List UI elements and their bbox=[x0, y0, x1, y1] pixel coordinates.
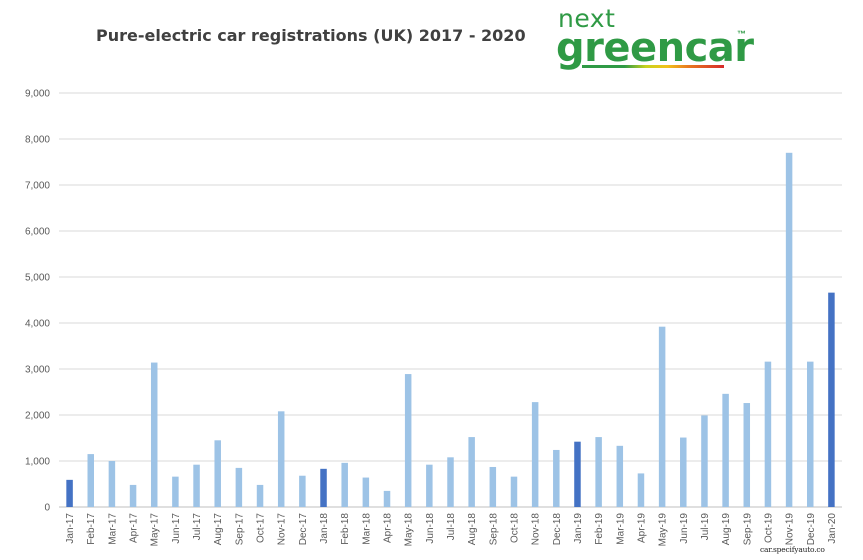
x-tick-label: May-18 bbox=[404, 513, 415, 547]
bar-mar-18 bbox=[362, 477, 370, 507]
bar-nov-18 bbox=[531, 402, 539, 507]
bar-jul-18 bbox=[447, 457, 454, 507]
x-tick-label: Sep-19 bbox=[742, 513, 753, 546]
bar-oct-18 bbox=[510, 476, 518, 507]
y-tick-label: 4,000 bbox=[25, 319, 50, 330]
logo-greencar-text: greencar bbox=[556, 25, 754, 71]
y-tick-label: 0 bbox=[44, 503, 50, 514]
x-tick-label: Mar-18 bbox=[361, 513, 372, 545]
x-tick-label: Feb-17 bbox=[86, 513, 97, 545]
bar-dec-18 bbox=[553, 449, 560, 507]
x-tick-label: Oct-19 bbox=[763, 513, 774, 543]
bar-oct-17 bbox=[256, 484, 264, 507]
x-tick-label: Oct-17 bbox=[256, 513, 267, 543]
bar-jun-17 bbox=[172, 476, 179, 507]
x-tick-label: Jan-20 bbox=[827, 513, 838, 544]
bar-jul-17 bbox=[193, 464, 200, 507]
x-tick-label: Jan-19 bbox=[573, 513, 584, 544]
y-tick-label: 1,000 bbox=[25, 457, 50, 468]
x-tick-label: Aug-19 bbox=[721, 513, 732, 546]
bar-jan-19 bbox=[574, 441, 581, 507]
bar-jun-19 bbox=[680, 437, 687, 507]
bar-aug-19 bbox=[722, 393, 729, 507]
x-tick-label: Sep-18 bbox=[488, 513, 499, 546]
x-tick-label: Apr-19 bbox=[636, 513, 647, 543]
x-tick-label: Jul-18 bbox=[446, 513, 457, 541]
bar-feb-19 bbox=[595, 437, 602, 507]
bar-may-17 bbox=[150, 362, 158, 507]
bar-aug-18 bbox=[468, 437, 475, 507]
x-tick-label: Aug-18 bbox=[467, 513, 478, 546]
x-tick-label: Jun-19 bbox=[679, 513, 690, 544]
bar-apr-17 bbox=[129, 484, 137, 507]
logo-trademark: ™ bbox=[737, 29, 746, 39]
x-axis-ticks: Jan-17 Feb-17 Mar-17 Apr-17 May-17 Jun-17 Jul-… bbox=[65, 513, 838, 547]
x-tick-label: Feb-19 bbox=[594, 513, 605, 545]
nextgreencar-logo: next greencar ™ bbox=[556, 4, 756, 74]
bar-nov-19 bbox=[785, 152, 793, 508]
x-tick-label: Jun-17 bbox=[171, 513, 182, 544]
bar-apr-18 bbox=[383, 490, 391, 507]
y-tick-label: 3,000 bbox=[25, 365, 50, 376]
x-tick-label: Dec-18 bbox=[552, 513, 563, 546]
gridlines bbox=[59, 92, 842, 508]
x-tick-label: Jan-18 bbox=[319, 513, 330, 544]
bar-dec-19 bbox=[807, 361, 814, 507]
bar-jun-18 bbox=[426, 464, 433, 507]
x-tick-label: Mar-19 bbox=[615, 513, 626, 545]
x-tick-label: Apr-17 bbox=[129, 513, 140, 543]
bar-jul-19 bbox=[701, 415, 708, 507]
x-tick-label: Jul-17 bbox=[192, 513, 203, 541]
bar-sep-18 bbox=[489, 466, 497, 507]
y-tick-label: 9,000 bbox=[25, 89, 50, 100]
bar-sep-19 bbox=[743, 403, 751, 507]
x-tick-label: Nov-19 bbox=[785, 513, 796, 546]
bar-sep-17 bbox=[235, 467, 243, 507]
bar-mar-19 bbox=[616, 445, 624, 507]
x-tick-label: May-19 bbox=[658, 513, 669, 547]
y-axis-ticks: 0 1,000 2,000 3,000 4,000 5,000 6,000 7,000 8,00… bbox=[25, 89, 50, 514]
bar-aug-17 bbox=[214, 440, 221, 507]
y-tick-label: 5,000 bbox=[25, 273, 50, 284]
x-tick-label: May-17 bbox=[150, 513, 161, 547]
x-tick-label: Jan-17 bbox=[65, 513, 76, 544]
bar-mar-17 bbox=[108, 461, 116, 507]
x-tick-label: Feb-18 bbox=[340, 513, 351, 545]
x-tick-label: Sep-17 bbox=[234, 513, 245, 546]
bar-jan-17 bbox=[66, 479, 73, 507]
bar-nov-17 bbox=[277, 411, 285, 507]
x-tick-label: Nov-18 bbox=[531, 513, 542, 546]
bar-may-18 bbox=[404, 374, 412, 507]
y-tick-label: 7,000 bbox=[25, 181, 50, 192]
x-tick-label: Aug-17 bbox=[213, 513, 224, 546]
bar-feb-18 bbox=[341, 462, 348, 507]
bar-may-19 bbox=[658, 326, 666, 507]
x-tick-label: Jul-19 bbox=[700, 513, 711, 541]
x-tick-label: Mar-17 bbox=[107, 513, 118, 545]
logo-gradient-bar bbox=[582, 65, 724, 68]
x-tick-label: Apr-18 bbox=[383, 513, 394, 543]
x-tick-label: Oct-18 bbox=[509, 513, 520, 543]
x-tick-label: Dec-19 bbox=[806, 513, 817, 546]
bar-feb-17 bbox=[87, 454, 94, 507]
chart-title: Pure-electric car registrations (UK) 201… bbox=[96, 26, 526, 45]
x-tick-label: Jun-18 bbox=[425, 513, 436, 544]
bar-apr-19 bbox=[637, 473, 645, 507]
watermark: car.specifyauto.co bbox=[760, 545, 825, 554]
bars bbox=[66, 152, 835, 508]
y-tick-label: 2,000 bbox=[25, 411, 50, 422]
y-tick-label: 6,000 bbox=[25, 227, 50, 238]
bar-jan-18 bbox=[320, 468, 327, 507]
y-tick-label: 8,000 bbox=[25, 135, 50, 146]
bar-dec-17 bbox=[299, 475, 306, 507]
bar-oct-19 bbox=[764, 361, 772, 507]
bar-jan-20 bbox=[828, 292, 835, 507]
x-tick-label: Nov-17 bbox=[277, 513, 288, 546]
x-tick-label: Dec-17 bbox=[298, 513, 309, 546]
logo-next-text: next bbox=[558, 4, 616, 33]
